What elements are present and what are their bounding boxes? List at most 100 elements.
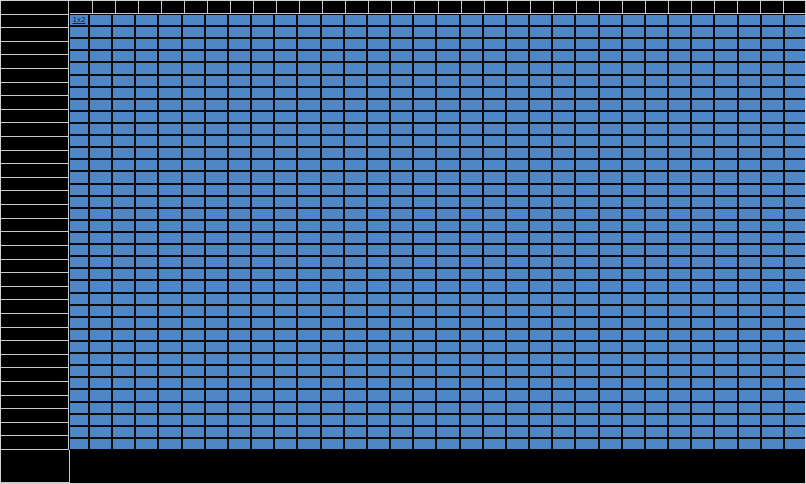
grid-cell[interactable] (553, 305, 575, 316)
grid-cell[interactable] (761, 378, 783, 389)
grid-cell[interactable] (738, 366, 760, 377)
grid-cell[interactable] (645, 426, 668, 437)
grid-cell[interactable] (622, 196, 644, 207)
grid-cell[interactable] (715, 269, 737, 280)
grid-cell[interactable] (182, 305, 204, 316)
grid-cell[interactable] (437, 160, 459, 171)
grid-cell[interactable] (622, 136, 644, 147)
grid-cell[interactable] (715, 281, 737, 292)
grid-cell[interactable] (298, 305, 320, 316)
grid-cell[interactable] (159, 426, 181, 437)
grid-cell[interactable] (715, 329, 737, 340)
grid-cell[interactable] (460, 87, 482, 98)
grid-cell[interactable] (599, 390, 621, 401)
grid-cell[interactable] (738, 75, 760, 86)
grid-cell[interactable] (738, 414, 760, 425)
grid-cell[interactable] (738, 329, 760, 340)
grid-cell[interactable] (506, 390, 529, 401)
row-header-cell[interactable] (1, 327, 68, 341)
grid-cell[interactable] (553, 378, 575, 389)
grid-cell[interactable] (715, 196, 737, 207)
grid-cell[interactable] (113, 15, 135, 26)
grid-cell[interactable] (669, 245, 691, 256)
grid-cell[interactable] (182, 438, 204, 449)
grid-cell[interactable]: 1x2 (70, 15, 88, 26)
grid-cell[interactable] (483, 341, 505, 353)
grid-cell[interactable] (483, 220, 505, 231)
grid-cell[interactable] (761, 123, 783, 135)
grid-cell[interactable] (506, 378, 529, 389)
grid-cell[interactable] (90, 160, 112, 171)
grid-cell[interactable] (136, 75, 158, 86)
grid-cell[interactable] (205, 305, 227, 316)
grid-cell[interactable] (182, 27, 204, 38)
grid-cell[interactable] (669, 402, 691, 413)
grid-cell[interactable] (344, 99, 366, 110)
row-header-cell[interactable] (1, 96, 68, 109)
grid-cell[interactable] (599, 75, 621, 86)
grid-cell[interactable] (715, 354, 737, 365)
grid-cell[interactable] (738, 136, 760, 147)
grid-cell[interactable] (182, 51, 204, 62)
grid-cell[interactable] (576, 366, 598, 377)
grid-cell[interactable] (90, 87, 112, 98)
grid-cell[interactable] (90, 257, 112, 268)
grid-cell[interactable] (622, 426, 644, 437)
grid-cell[interactable] (136, 111, 158, 122)
grid-cell[interactable] (483, 414, 505, 425)
grid-cell[interactable] (391, 426, 413, 437)
row-header-cell[interactable] (1, 177, 68, 191)
grid-cell[interactable] (414, 390, 436, 401)
grid-cell[interactable] (367, 27, 390, 38)
grid-cell[interactable] (738, 426, 760, 437)
grid-cell[interactable] (553, 87, 575, 98)
grid-cell[interactable] (738, 111, 760, 122)
column-header-cell[interactable] (392, 1, 415, 13)
grid-cell[interactable] (159, 99, 181, 110)
grid-cell[interactable] (70, 354, 88, 365)
grid-cell[interactable] (391, 220, 413, 231)
grid-cell[interactable] (298, 208, 320, 219)
grid-cell[interactable] (460, 184, 482, 195)
grid-cell[interactable] (70, 99, 88, 110)
grid-cell[interactable] (414, 51, 436, 62)
grid-cell[interactable] (159, 51, 181, 62)
grid-cell[interactable] (553, 414, 575, 425)
grid-cell[interactable] (530, 87, 552, 98)
grid-cell[interactable] (576, 390, 598, 401)
grid-cell[interactable] (344, 354, 366, 365)
grid-cell[interactable] (159, 269, 181, 280)
grid-cell[interactable] (159, 232, 181, 244)
grid-cell[interactable] (228, 414, 251, 425)
grid-cell[interactable] (298, 390, 320, 401)
column-header-cell[interactable] (415, 1, 438, 13)
column-header-cell[interactable] (530, 1, 553, 13)
grid-cell[interactable] (414, 136, 436, 147)
grid-cell[interactable] (159, 87, 181, 98)
grid-cell[interactable] (599, 281, 621, 292)
grid-cell[interactable] (715, 99, 737, 110)
grid-cell[interactable] (275, 220, 297, 231)
grid-cell[interactable] (460, 438, 482, 449)
grid-cell[interactable] (599, 329, 621, 340)
grid-cell[interactable] (159, 196, 181, 207)
row-header-cell[interactable] (1, 232, 68, 245)
grid-cell[interactable] (460, 51, 482, 62)
grid-cell[interactable] (228, 75, 251, 86)
grid-cell[interactable] (90, 208, 112, 219)
grid-cell[interactable] (738, 87, 760, 98)
grid-cell[interactable] (228, 438, 251, 449)
grid-cell[interactable] (715, 257, 737, 268)
grid-cell[interactable] (182, 257, 204, 268)
grid-cell[interactable] (622, 111, 644, 122)
grid-cell[interactable] (761, 390, 783, 401)
grid-cell[interactable] (136, 329, 158, 340)
grid-cell[interactable] (90, 245, 112, 256)
grid-cell[interactable] (692, 75, 714, 86)
grid-cell[interactable] (70, 378, 88, 389)
grid-cell[interactable] (599, 220, 621, 231)
grid-cell[interactable] (321, 148, 343, 159)
column-header-cell[interactable] (277, 1, 300, 13)
grid-cell[interactable] (530, 390, 552, 401)
grid-cell[interactable] (483, 245, 505, 256)
